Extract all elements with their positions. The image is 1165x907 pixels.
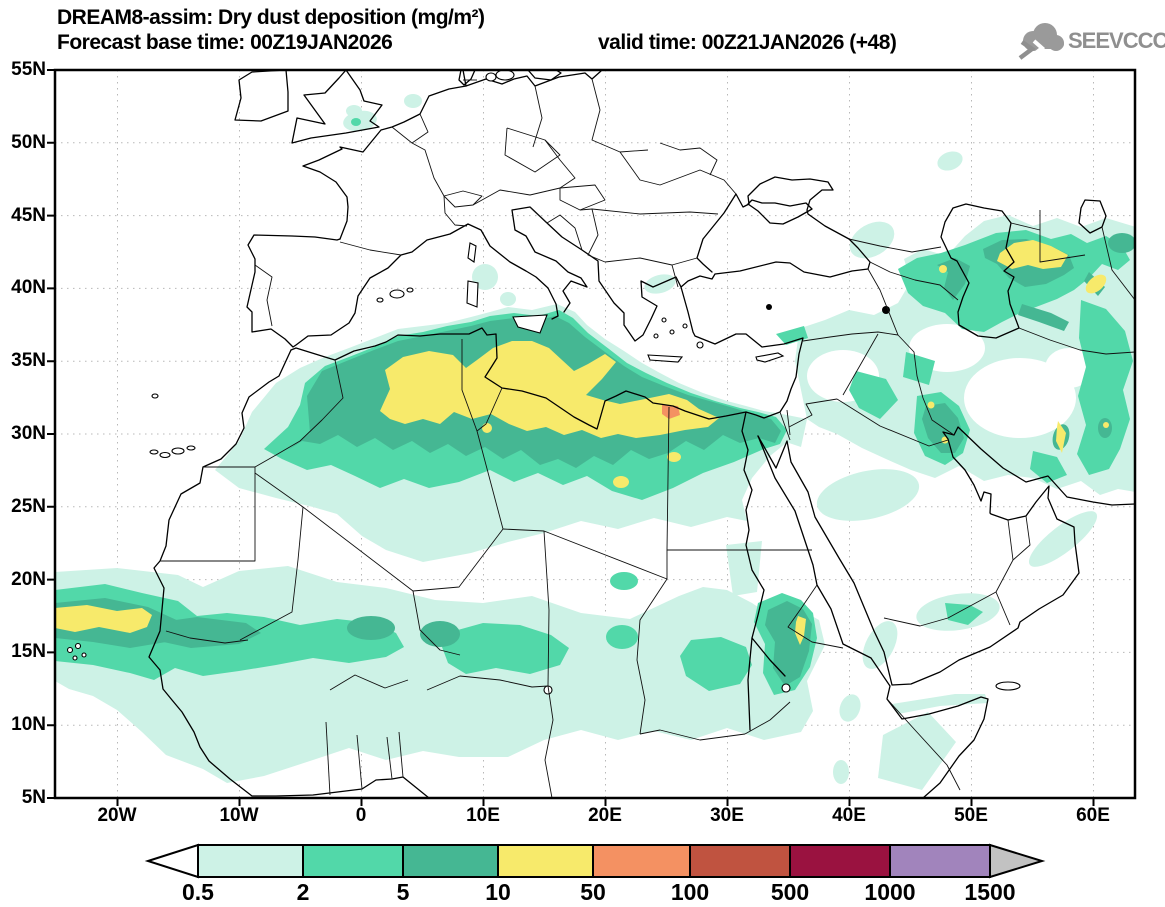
- lat-label-5n: 5N: [21, 787, 46, 808]
- legend-label-10: 10: [485, 879, 511, 905]
- coastlines: [148, 70, 1135, 798]
- lat-label-50n: 50N: [11, 132, 46, 153]
- lon-label-10e: 10E: [466, 805, 500, 826]
- lon-label-20e: 20E: [588, 805, 622, 826]
- colorbar-cell-50-100: [592, 844, 691, 878]
- axis-ticks: [47, 69, 1095, 806]
- lon-label-40e: 40E: [832, 805, 866, 826]
- lon-label-50e: 50E: [954, 805, 988, 826]
- lat-label-25n: 25N: [11, 496, 46, 517]
- forecast-base-time: Forecast base time: 00Z19JAN2026: [57, 31, 393, 54]
- legend-label-0p5: 0.5: [182, 879, 214, 905]
- colorbar-cell-5-10: [402, 844, 499, 878]
- page-title: DREAM8-assim: Dry dust deposition (mg/m²…: [57, 6, 485, 29]
- colorbar-cell-0p5-2: [197, 844, 304, 878]
- colorbar-cell-1000-1500: [889, 844, 991, 878]
- lon-label-60e: 60E: [1076, 805, 1110, 826]
- plot-frame: [47, 68, 1137, 806]
- lon-label-30e: 30E: [710, 805, 744, 826]
- lat-label-40n: 40N: [11, 277, 46, 298]
- legend-label-50: 50: [580, 879, 606, 905]
- lat-label-45n: 45N: [11, 205, 46, 226]
- legend-label-5: 5: [396, 879, 410, 905]
- colorbar-cell-500-1000: [789, 844, 891, 878]
- lat-label-10n: 10N: [11, 714, 46, 735]
- colorbar-right-arrow: [989, 843, 1046, 879]
- colorbar-cell-2-5: [302, 844, 404, 878]
- colorbar-left-arrow: [144, 843, 199, 879]
- colorbar: [144, 843, 1046, 879]
- seevccc-cloud-icon: [1018, 23, 1064, 60]
- lat-label-55n: 55N: [11, 59, 46, 80]
- dust-layer-orange-50-maximum: [662, 405, 680, 419]
- lat-label-20n: 20N: [11, 569, 46, 590]
- lat-label-35n: 35N: [11, 350, 46, 371]
- lon-label-0: 0: [355, 805, 367, 826]
- lon-label-20w: 20W: [97, 805, 137, 826]
- seevccc-logo-text: SEEVCCC: [1068, 28, 1165, 53]
- lat-label-15n: 15N: [11, 641, 46, 662]
- lon-label-10w: 10W: [219, 805, 259, 826]
- country-borders: [160, 78, 1135, 798]
- legend-label-1500: 1500: [964, 879, 1016, 905]
- colorbar-cell-10-50: [497, 844, 594, 878]
- legend-label-500: 500: [770, 879, 810, 905]
- legend-label-2: 2: [296, 879, 310, 905]
- colorbar-cell-100-500: [689, 844, 791, 878]
- legend-label-100: 100: [670, 879, 710, 905]
- lat-label-30n: 30N: [11, 423, 46, 444]
- dust-layer-yellow-10: [55, 240, 1109, 645]
- islands: [66, 70, 1021, 695]
- valid-time: valid time: 00Z21JAN2026 (+48): [598, 31, 897, 54]
- legend-label-1000: 1000: [864, 879, 916, 905]
